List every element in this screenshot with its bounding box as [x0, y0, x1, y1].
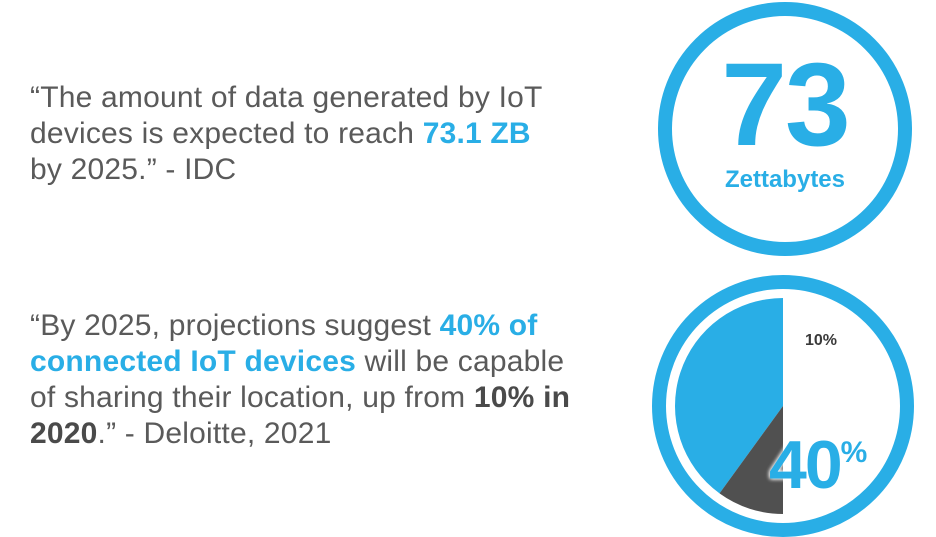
location-pie-circle: 10% 40%	[652, 275, 914, 537]
idc-quote-suffix: by 2025.” - IDC	[30, 153, 237, 186]
deloitte-quote-suffix: .” - Deloitte, 2021	[97, 417, 332, 450]
deloitte-quote-highlight: 40% of connected IoT devices	[30, 309, 538, 378]
pie-slice-10-percent	[719, 406, 783, 514]
deloitte-quote-prefix: “By 2025, projections suggest	[30, 309, 440, 342]
location-pie-chart	[675, 298, 783, 514]
idc-quote-prefix: “The amount of data generated by IoT dev…	[30, 81, 542, 150]
idc-quote: “The amount of data generated by IoT dev…	[30, 80, 550, 188]
zettabytes-unit: Zettabytes	[724, 166, 846, 193]
pie-label-40-percent: 40%	[769, 419, 867, 499]
deloitte-quote-bold: 10% in 2020	[30, 381, 571, 450]
zettabytes-stat-circle: 73 Zettabytes	[658, 2, 912, 256]
zettabytes-number: 73	[721, 39, 850, 171]
pie-label-40-percent-sign: %	[840, 436, 868, 469]
pie-slice-40-percent	[675, 298, 783, 494]
deloitte-quote-middle: will be capable of sharing their locatio…	[30, 345, 565, 414]
pie-label-40-number: 40	[769, 427, 843, 503]
pie-label-10-percent: 10%	[805, 332, 838, 349]
deloitte-quote: “By 2025, projections suggest 40% of con…	[30, 308, 590, 452]
idc-quote-highlight: 73.1 ZB	[422, 117, 531, 150]
